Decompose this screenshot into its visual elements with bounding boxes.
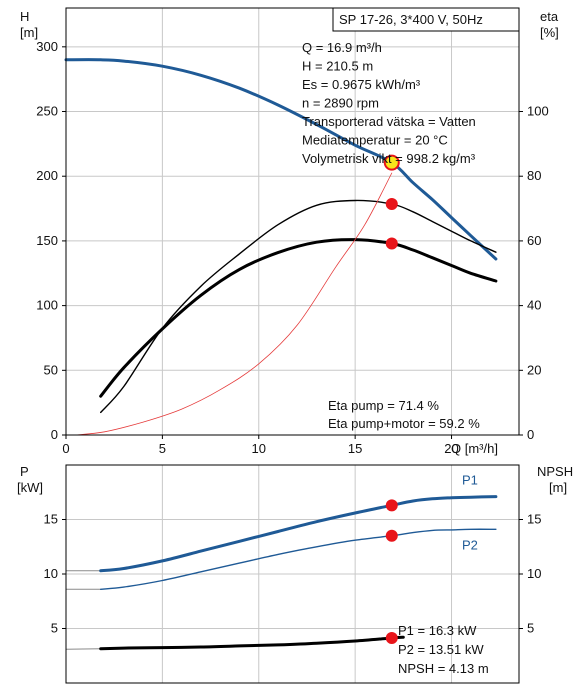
top-left-axis-title: H: [20, 9, 29, 24]
system-curve: [75, 172, 393, 436]
x-axis-label: Q [m³/h]: [451, 441, 498, 456]
chart-title: SP 17-26, 3*400 V, 50Hz: [339, 12, 483, 27]
series-name-label: P1: [462, 473, 478, 488]
bottom-right-tick-label: 5: [527, 621, 534, 636]
head-curve: [64, 58, 498, 261]
efficiency-pump-curve: [100, 199, 497, 414]
power-block: P1 = 16.3 kW P2 = 13.51 kW NPSH = 4.13 m: [398, 623, 489, 676]
top-left-tick-label: 250: [36, 104, 58, 119]
bottom-right-axis-title: NPSH: [537, 464, 573, 479]
top-left-axis-unit: [m]: [20, 25, 38, 40]
top-right-tick-label: 80: [527, 168, 541, 183]
bottom-right-axis-unit: [m]: [549, 480, 567, 495]
operating-point-marker: [385, 198, 398, 211]
bottom-ticks: 5 10 15 5 10 15: [44, 512, 542, 636]
bottom-left-tick-label: 5: [51, 621, 58, 636]
p1-curve: [99, 495, 498, 573]
eta-line: Eta pump+motor = 59.2 %: [328, 416, 480, 431]
info-line: Es = 0.9675 kWh/m³: [302, 77, 421, 92]
top-right-tick-label: 40: [527, 298, 541, 313]
top-left-tick-label: 50: [44, 362, 58, 377]
info-line: n = 2890 rpm: [302, 96, 379, 111]
operating-point-marker: [385, 529, 398, 542]
top-x-tick-label: 10: [252, 441, 266, 456]
bottom-plot-frame: [65, 464, 520, 684]
top-right-tick-label: 60: [527, 233, 541, 248]
eta-block: Eta pump = 71.4 % Eta pump+motor = 59.2 %: [328, 398, 480, 431]
power-line: P2 = 13.51 kW: [398, 642, 484, 657]
top-left-tick-label: 200: [36, 168, 58, 183]
npsh-curve: [99, 635, 405, 651]
top-points: [383, 154, 400, 250]
top-x-tick-label: 15: [348, 441, 362, 456]
bottom-points: [385, 499, 398, 644]
p2-curve: [100, 528, 497, 590]
efficiency-total-curve: [99, 238, 498, 398]
operating-point-marker: [385, 499, 398, 512]
bottom-right-tick-label: 15: [527, 512, 541, 527]
top-left-tick-label: 100: [36, 298, 58, 313]
top-x-tick-label: 5: [159, 441, 166, 456]
series-name-label: P2: [462, 537, 478, 552]
bottom-right-tick-label: 10: [527, 566, 541, 581]
operating-point-marker: [385, 237, 398, 250]
operating-point-marker: [385, 631, 398, 644]
top-left-tick-label: 150: [36, 233, 58, 248]
info-line: Transporterad vätska = Vatten: [302, 114, 476, 129]
top-left-tick-label: 300: [36, 39, 58, 54]
top-left-tick-label: 0: [51, 427, 58, 442]
idle-segment-line: [65, 648, 101, 650]
power-line: P1 = 16.3 kW: [398, 623, 477, 638]
info-line: Volymetrisk vikt = 998.2 kg/m³: [302, 151, 476, 166]
info-line: H = 210.5 m: [302, 59, 373, 74]
bottom-left-axis-unit: [kW]: [17, 480, 43, 495]
bottom-left-axis-title: P: [20, 464, 29, 479]
info-block: Q = 16.9 m³/h H = 210.5 m Es = 0.9675 kWh/…: [302, 40, 476, 166]
top-right-axis-unit: [%]: [540, 25, 559, 40]
title-box: [332, 7, 520, 32]
power-line: NPSH = 4.13 m: [398, 661, 489, 676]
top-plot-frame: [65, 7, 520, 436]
top-x-tick-label: 20: [444, 441, 458, 456]
top-right-tick-label: 100: [527, 104, 549, 119]
eta-line: Eta pump = 71.4 %: [328, 398, 439, 413]
duty-point-marker: [383, 154, 400, 171]
bottom-left-tick-label: 10: [44, 566, 58, 581]
bottom-left-tick-label: 15: [44, 512, 58, 527]
top-curves: [64, 58, 498, 436]
bottom-curves: [65, 495, 498, 651]
top-x-tick-label: 0: [62, 441, 69, 456]
top-right-axis-title: eta: [540, 9, 559, 24]
info-line: Mediatemperatur = 20 °C: [302, 133, 448, 148]
top-right-tick-label: 20: [527, 362, 541, 377]
info-line: Q = 16.9 m³/h: [302, 40, 382, 55]
top-right-tick-label: 0: [527, 427, 534, 442]
bottom-series-labels: P1 P2: [462, 473, 478, 553]
